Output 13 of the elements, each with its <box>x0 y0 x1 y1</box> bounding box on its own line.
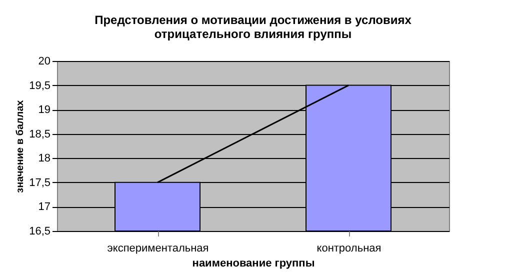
y-tick-label: 18,5 <box>29 128 50 140</box>
y-tick-label: 16,5 <box>29 226 50 238</box>
y-axis-title: значение в баллах <box>15 100 26 193</box>
y-tick-label: 19,5 <box>29 80 50 92</box>
x-tick-label: контрольная <box>316 242 382 254</box>
y-tick-label: 20 <box>38 56 50 68</box>
y-tick-label: 19 <box>38 104 50 116</box>
x-axis-title: наименование группы <box>192 258 315 270</box>
y-tick-label: 17 <box>38 201 50 214</box>
y-tick-label: 17,5 <box>29 176 50 189</box>
x-tick-label: экспериментальная <box>107 242 209 254</box>
chart-title: Предстовления о мотивации достижения в условиях отрицательного влияния группы <box>94 13 412 41</box>
y-tick-label: 18 <box>38 152 50 165</box>
